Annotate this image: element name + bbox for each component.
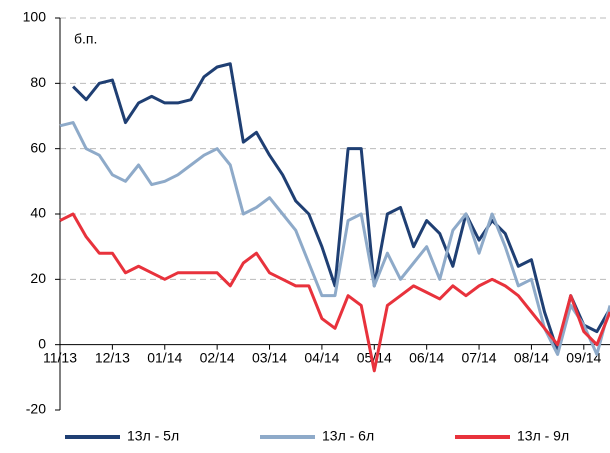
y-tick-label: -20 — [26, 401, 46, 417]
x-tick-label: 11/13 — [43, 349, 77, 365]
x-tick-label: 09/14 — [566, 349, 601, 365]
x-tick-label: 05/14 — [357, 349, 392, 365]
x-tick-label: 01/14 — [147, 349, 182, 365]
x-tick-label: 08/14 — [514, 349, 549, 365]
y-tick-label: 20 — [30, 270, 46, 286]
x-tick-label: 03/14 — [252, 349, 287, 365]
x-tick-label: 06/14 — [409, 349, 444, 365]
y-tick-label: 40 — [30, 205, 46, 221]
unit-annotation: б.п. — [74, 31, 97, 47]
y-tick-label: 80 — [30, 74, 46, 90]
x-tick-label: 07/14 — [462, 349, 497, 365]
legend-label: 13л - 5л — [127, 428, 179, 444]
y-tick-label: 0 — [38, 335, 46, 351]
x-tick-label: 02/14 — [200, 349, 235, 365]
x-tick-label: 04/14 — [304, 349, 339, 365]
x-tick-label: 12/13 — [95, 349, 130, 365]
y-tick-label: 60 — [30, 139, 46, 155]
series-line — [59, 212, 610, 373]
legend-label: 13л - 9л — [517, 428, 569, 444]
y-tick-label: 100 — [23, 9, 47, 25]
legend-label: 13л - 6л — [322, 428, 374, 444]
series-line — [72, 62, 610, 353]
series-line — [59, 121, 610, 356]
